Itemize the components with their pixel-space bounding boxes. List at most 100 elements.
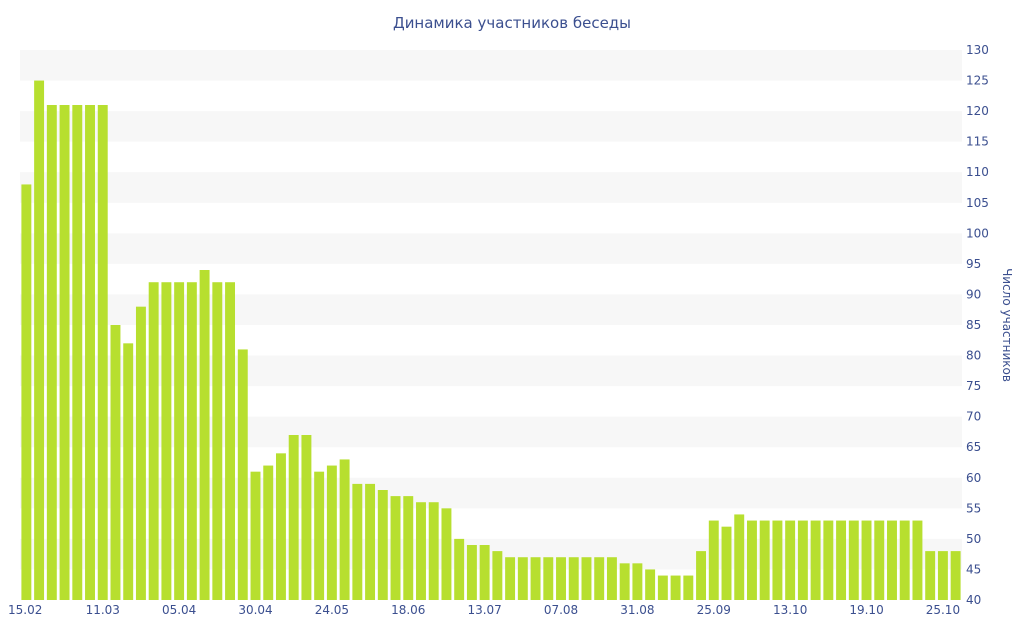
bar[interactable] — [848, 520, 859, 600]
x-tick-label: 30.04 — [238, 603, 272, 617]
bar[interactable] — [123, 343, 134, 600]
y-tick-label: 85 — [966, 318, 981, 332]
y-tick-label: 125 — [966, 74, 989, 88]
grid-band — [20, 233, 962, 264]
bar[interactable] — [887, 520, 897, 600]
x-tick-label: 19.10 — [849, 603, 883, 617]
bar[interactable] — [72, 105, 83, 600]
x-tick-label: 13.10 — [773, 603, 807, 617]
bar[interactable] — [810, 520, 821, 600]
bar[interactable] — [250, 471, 261, 600]
bar[interactable] — [288, 435, 299, 600]
bar[interactable] — [581, 557, 592, 600]
bar[interactable] — [186, 282, 197, 600]
bar[interactable] — [950, 551, 961, 600]
bar[interactable] — [657, 575, 668, 600]
bar[interactable] — [874, 520, 885, 600]
bar[interactable] — [161, 282, 172, 600]
bar[interactable] — [314, 471, 325, 600]
bar[interactable] — [797, 520, 808, 600]
y-tick-label: 115 — [966, 135, 989, 149]
bar[interactable] — [645, 569, 656, 600]
y-tick-label: 90 — [966, 287, 981, 301]
bar[interactable] — [148, 282, 159, 600]
bar[interactable] — [301, 435, 312, 600]
bar[interactable] — [836, 520, 847, 600]
bar[interactable] — [85, 105, 95, 600]
bar[interactable] — [619, 563, 630, 600]
bar[interactable] — [199, 270, 210, 600]
bar[interactable] — [696, 551, 707, 600]
x-tick-label: 13.07 — [467, 603, 501, 617]
bar[interactable] — [937, 551, 948, 600]
x-tick-label: 07.08 — [544, 603, 578, 617]
y-tick-label: 130 — [966, 43, 989, 57]
bar[interactable] — [377, 490, 388, 600]
bar[interactable] — [352, 483, 363, 600]
bar[interactable] — [135, 306, 146, 600]
y-tick-label: 45 — [966, 562, 981, 576]
bar[interactable] — [263, 465, 274, 600]
bar[interactable] — [365, 483, 376, 600]
x-tick-label: 25.10 — [926, 603, 960, 617]
bar[interactable] — [632, 563, 643, 600]
bar[interactable] — [454, 538, 465, 600]
x-tick-label: 24.05 — [315, 603, 349, 617]
bar[interactable] — [326, 465, 337, 600]
bar[interactable] — [543, 557, 554, 600]
bar[interactable] — [174, 282, 185, 600]
bar[interactable] — [237, 349, 248, 600]
bar[interactable] — [899, 520, 910, 600]
bar[interactable] — [912, 520, 923, 600]
y-tick-label: 55 — [966, 501, 981, 515]
bar[interactable] — [517, 557, 528, 600]
bar[interactable] — [925, 551, 936, 600]
bar[interactable] — [823, 520, 834, 600]
bar[interactable] — [683, 575, 694, 600]
bar[interactable] — [339, 459, 350, 600]
bar[interactable] — [110, 325, 121, 600]
bar[interactable] — [492, 551, 503, 600]
bar[interactable] — [746, 520, 757, 600]
bar[interactable] — [594, 557, 605, 600]
x-tick-label: 18.06 — [391, 603, 425, 617]
grid-band — [20, 477, 962, 509]
bar[interactable] — [390, 496, 401, 600]
bar[interactable] — [530, 557, 541, 600]
bar[interactable] — [772, 520, 783, 600]
bar[interactable] — [46, 105, 57, 600]
y-tick-label: 120 — [966, 104, 989, 118]
bar[interactable] — [275, 453, 286, 600]
x-tick-label: 25.09 — [697, 603, 731, 617]
bar[interactable] — [428, 502, 439, 600]
bar[interactable] — [721, 526, 732, 600]
y-tick-label: 110 — [966, 165, 989, 179]
bar[interactable] — [606, 557, 617, 600]
bar[interactable] — [21, 184, 32, 600]
bar[interactable] — [670, 575, 681, 600]
bar[interactable] — [97, 105, 108, 600]
bar[interactable] — [441, 508, 452, 600]
bar[interactable] — [212, 282, 223, 600]
bar[interactable] — [568, 557, 579, 600]
bar[interactable] — [59, 105, 70, 600]
bar[interactable] — [556, 557, 566, 600]
x-tick-label: 05.04 — [162, 603, 196, 617]
bar[interactable] — [416, 502, 426, 600]
bar[interactable] — [759, 520, 770, 600]
bar[interactable] — [403, 496, 414, 600]
bar[interactable] — [785, 520, 796, 600]
bar[interactable] — [861, 520, 872, 600]
y-tick-label: 100 — [966, 226, 989, 240]
bar[interactable] — [708, 520, 719, 600]
bar[interactable] — [466, 545, 477, 600]
bar[interactable] — [734, 514, 745, 600]
grid-band — [20, 50, 962, 81]
y-tick-label: 65 — [966, 440, 981, 454]
y-tick-label: 95 — [966, 257, 981, 271]
bar[interactable] — [225, 282, 236, 600]
bar[interactable] — [34, 80, 45, 600]
bar[interactable] — [505, 557, 516, 600]
bar[interactable] — [479, 545, 490, 600]
